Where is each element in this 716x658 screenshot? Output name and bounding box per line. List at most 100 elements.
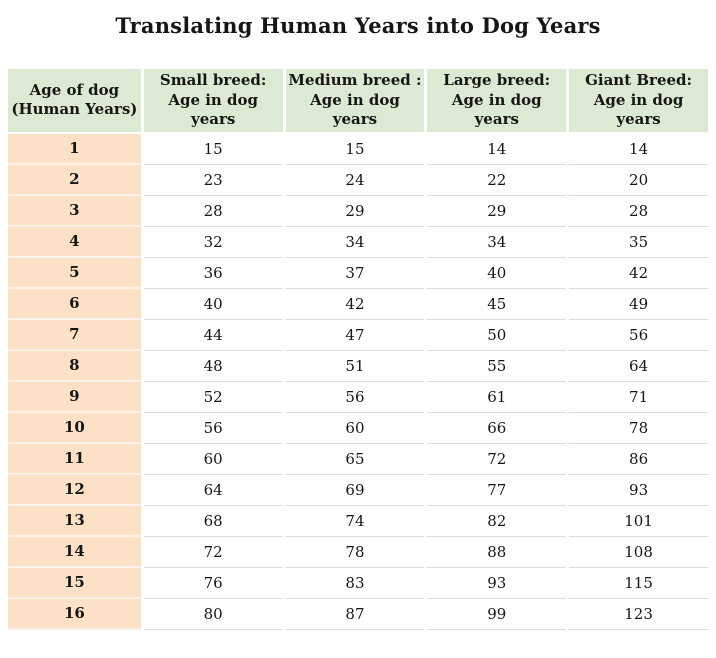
header-line: Large breed: [443, 71, 551, 89]
value-cell: 14 [569, 133, 708, 165]
age-cell: 4 [8, 226, 141, 258]
value-cell: 24 [285, 164, 425, 196]
value-cell: 74 [285, 505, 425, 537]
value-cell: 23 [143, 164, 283, 196]
table-row: 7 44 47 50 56 [8, 319, 708, 351]
value-cell: 82 [427, 505, 567, 537]
age-cell: 11 [8, 443, 141, 475]
value-cell: 51 [285, 350, 425, 382]
value-cell: 123 [569, 598, 708, 630]
value-cell: 44 [143, 319, 283, 351]
value-cell: 83 [285, 567, 425, 599]
table-row: 16 80 87 99 123 [8, 598, 708, 630]
value-cell: 36 [143, 257, 283, 289]
value-cell: 20 [569, 164, 708, 196]
age-cell: 3 [8, 195, 141, 227]
value-cell: 115 [569, 567, 708, 599]
value-cell: 15 [285, 133, 425, 165]
age-cell: 9 [8, 381, 141, 413]
value-cell: 64 [143, 474, 283, 506]
value-cell: 55 [427, 350, 567, 382]
column-header-giant-breed: Giant Breed: Age in dog years [569, 69, 708, 134]
header-line: Giant Breed: [585, 71, 693, 89]
age-cell: 6 [8, 288, 141, 320]
value-cell: 76 [143, 567, 283, 599]
table-row: 6 40 42 45 49 [8, 288, 708, 320]
header-row: Age of dog (Human Years) Small breed: Ag… [8, 69, 708, 134]
table-row: 10 56 60 66 78 [8, 412, 708, 444]
value-cell: 15 [143, 133, 283, 165]
value-cell: 34 [285, 226, 425, 258]
value-cell: 34 [427, 226, 567, 258]
page-title: Translating Human Years into Dog Years [115, 13, 601, 38]
table-row: 2 23 24 22 20 [8, 164, 708, 196]
table-row: 12 64 69 77 93 [8, 474, 708, 506]
age-cell: 10 [8, 412, 141, 444]
value-cell: 60 [285, 412, 425, 444]
value-cell: 35 [569, 226, 708, 258]
header-line: Small breed: [159, 71, 267, 89]
value-cell: 60 [143, 443, 283, 475]
table-row: 14 72 78 88 108 [8, 536, 708, 568]
value-cell: 72 [427, 443, 567, 475]
table-row: 8 48 51 55 64 [8, 350, 708, 382]
value-cell: 22 [427, 164, 567, 196]
table-body: 1 15 15 14 14 2 23 24 22 20 3 28 29 29 2… [8, 133, 708, 630]
table-row: 9 52 56 61 71 [8, 381, 708, 413]
column-header-age: Age of dog (Human Years) [8, 69, 141, 134]
age-cell: 2 [8, 164, 141, 196]
value-cell: 37 [285, 257, 425, 289]
column-header-medium-breed: Medium breed : Age in dog years [285, 69, 425, 134]
value-cell: 71 [569, 381, 708, 413]
value-cell: 80 [143, 598, 283, 630]
value-cell: 56 [285, 381, 425, 413]
age-cell: 16 [8, 598, 141, 630]
value-cell: 49 [569, 288, 708, 320]
value-cell: 56 [143, 412, 283, 444]
value-cell: 61 [427, 381, 567, 413]
age-cell: 1 [8, 133, 141, 165]
value-cell: 42 [569, 257, 708, 289]
value-cell: 77 [427, 474, 567, 506]
value-cell: 45 [427, 288, 567, 320]
age-cell: 14 [8, 536, 141, 568]
value-cell: 66 [427, 412, 567, 444]
value-cell: 28 [143, 195, 283, 227]
value-cell: 78 [285, 536, 425, 568]
header-line: Age in dog years [168, 90, 259, 129]
value-cell: 72 [143, 536, 283, 568]
table-row: 15 76 83 93 115 [8, 567, 708, 599]
value-cell: 42 [285, 288, 425, 320]
value-cell: 40 [427, 257, 567, 289]
value-cell: 88 [427, 536, 567, 568]
age-cell: 5 [8, 257, 141, 289]
table-row: 13 68 74 82 101 [8, 505, 708, 537]
header-line: Age of dog [29, 80, 120, 99]
value-cell: 50 [427, 319, 567, 351]
age-cell: 12 [8, 474, 141, 506]
table-row: 5 36 37 40 42 [8, 257, 708, 289]
header-line: Age in dog years [310, 90, 400, 129]
column-header-small-breed: Small breed: Age in dog years [143, 69, 283, 134]
value-cell: 69 [285, 474, 425, 506]
value-cell: 47 [285, 319, 425, 351]
value-cell: 86 [569, 443, 708, 475]
age-cell: 13 [8, 505, 141, 537]
value-cell: 28 [569, 195, 708, 227]
table-row: 11 60 65 72 86 [8, 443, 708, 475]
value-cell: 93 [569, 474, 708, 506]
age-cell: 15 [8, 567, 141, 599]
header-line: Medium breed : [288, 71, 422, 89]
value-cell: 78 [569, 412, 708, 444]
age-cell: 8 [8, 350, 141, 382]
value-cell: 52 [143, 381, 283, 413]
value-cell: 65 [285, 443, 425, 475]
header-line: (Human Years) [11, 100, 138, 119]
value-cell: 32 [143, 226, 283, 258]
value-cell: 108 [569, 536, 708, 568]
header-line: Age in dog years [451, 90, 542, 129]
value-cell: 64 [569, 350, 708, 382]
header-line: Age in dog years [593, 90, 684, 129]
table-row: 3 28 29 29 28 [8, 195, 708, 227]
value-cell: 99 [427, 598, 567, 630]
